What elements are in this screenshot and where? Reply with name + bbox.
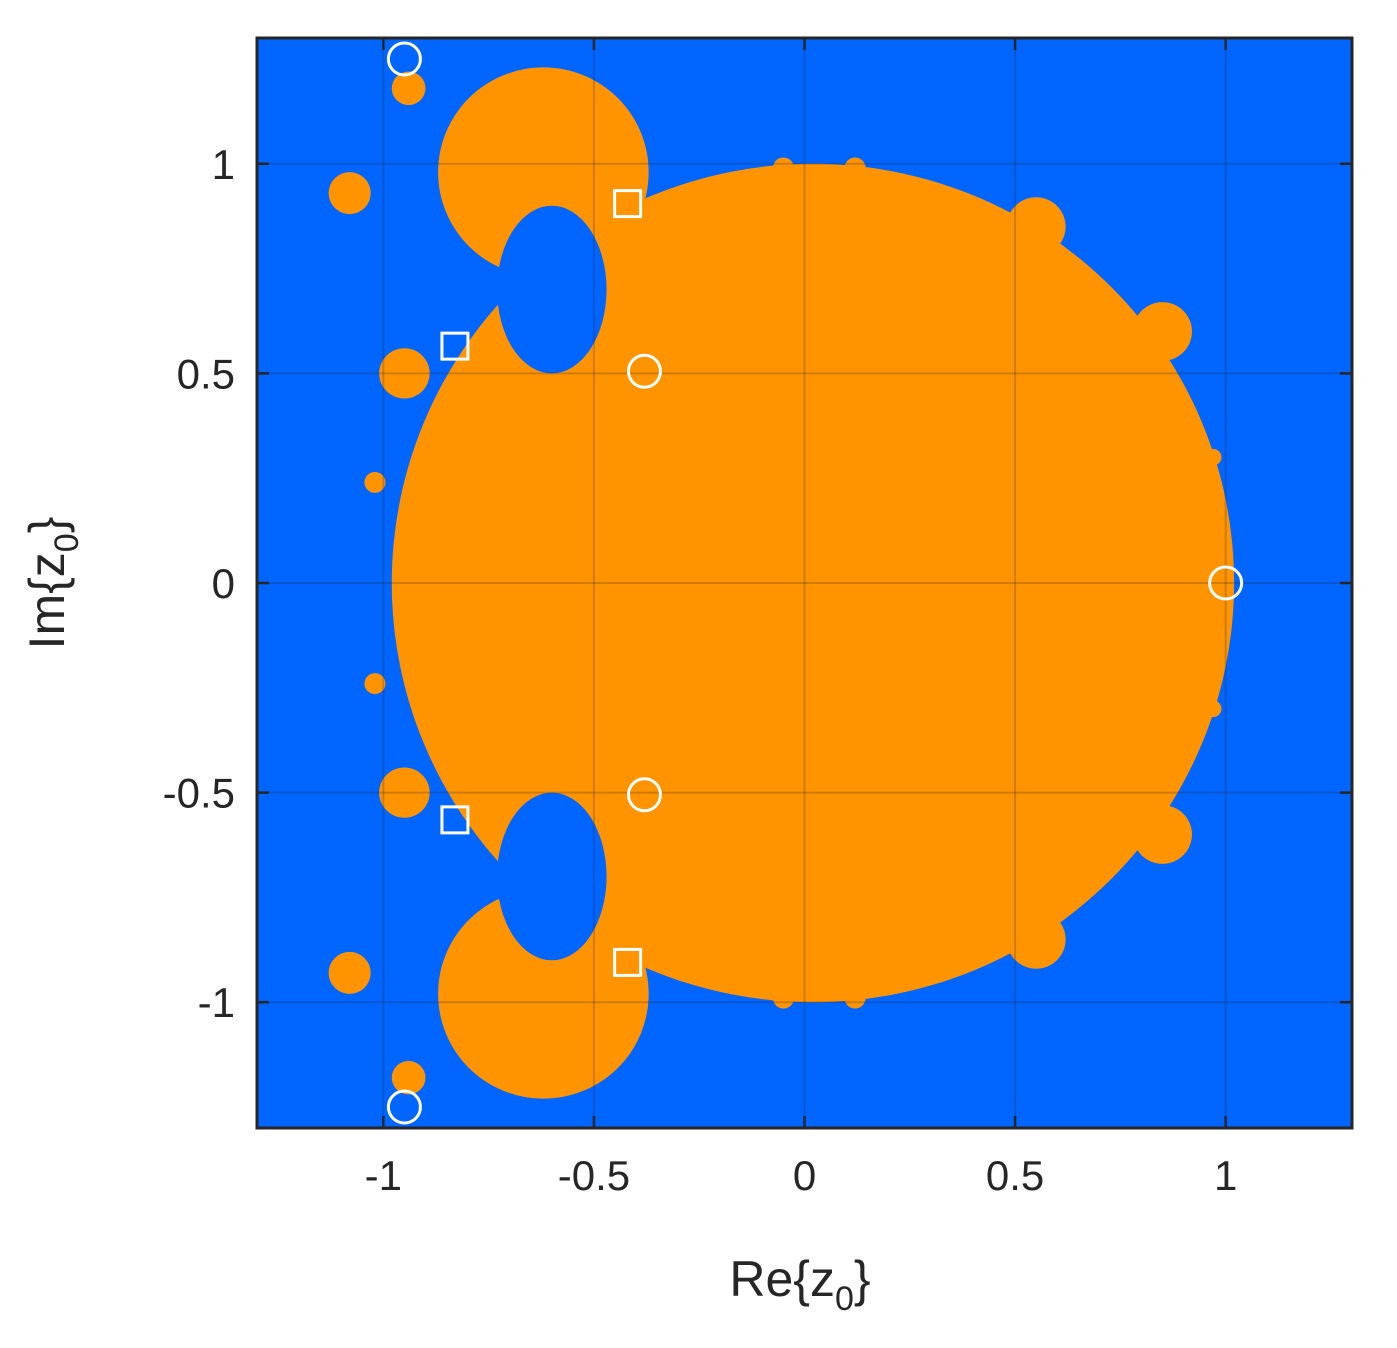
filled-region [328, 67, 1235, 1099]
bulb-12 [844, 157, 866, 179]
bulb-19 [1204, 700, 1222, 718]
bulb-16 [364, 471, 386, 493]
bulb-17 [364, 673, 386, 695]
x-tick-label: -1 [365, 1152, 402, 1199]
bulb-13 [844, 987, 866, 1009]
bulb-0 [1006, 197, 1066, 256]
bulb-4 [379, 348, 430, 399]
circle-marker-3 [626, 777, 662, 813]
ticks [257, 38, 1352, 1128]
main-disk [391, 163, 1235, 1003]
y-tick-labels: -1 -0.5 0 0.5 1 [163, 141, 235, 1026]
x-tick-labels: -1 -0.5 0 0.5 1 [365, 1152, 1238, 1199]
bulb-2 [1133, 302, 1192, 361]
x-tick-label: 0 [793, 1152, 816, 1199]
hole-1 [497, 792, 607, 961]
x-tick-label: -0.5 [558, 1152, 630, 1199]
bulb-8 [391, 71, 426, 106]
bulb-14 [568, 377, 594, 403]
bulb-7 [328, 951, 371, 994]
x-axis-label: Re{z0} [729, 1251, 870, 1318]
square-marker-0 [613, 189, 643, 219]
y-tick-label: 1 [212, 141, 235, 188]
y-tick-label: 0.5 [177, 350, 235, 397]
lobe-0 [438, 67, 649, 277]
circle-marker-0 [386, 41, 422, 77]
y-tick-label: -0.5 [163, 770, 235, 817]
bulb-10 [772, 157, 794, 179]
hole-0 [497, 205, 607, 374]
bulb-5 [379, 767, 430, 818]
bulb-9 [391, 1060, 426, 1095]
y-axis-label: Im{z0} [19, 517, 86, 650]
bulb-15 [568, 763, 594, 789]
circle-marker-1 [626, 353, 662, 389]
x-tick-label: 1 [1214, 1152, 1237, 1199]
circle-marker-2 [1208, 565, 1244, 601]
y-tick-label: -1 [198, 979, 235, 1026]
bulb-18 [1204, 448, 1222, 466]
grid [257, 38, 1352, 1128]
square-marker-2 [440, 805, 470, 835]
square-marker-1 [440, 331, 470, 361]
lobe-1 [438, 889, 649, 1099]
x-tick-label: 0.5 [986, 1152, 1044, 1199]
square-marker-3 [613, 947, 643, 977]
bulb-11 [772, 987, 794, 1009]
bulb-1 [1006, 910, 1066, 969]
markers [386, 41, 1244, 1125]
plot-area [257, 38, 1352, 1128]
y-tick-label: 0 [212, 560, 235, 607]
bulb-3 [1133, 805, 1192, 864]
bulb-6 [328, 172, 371, 215]
circle-marker-4 [386, 1089, 422, 1125]
